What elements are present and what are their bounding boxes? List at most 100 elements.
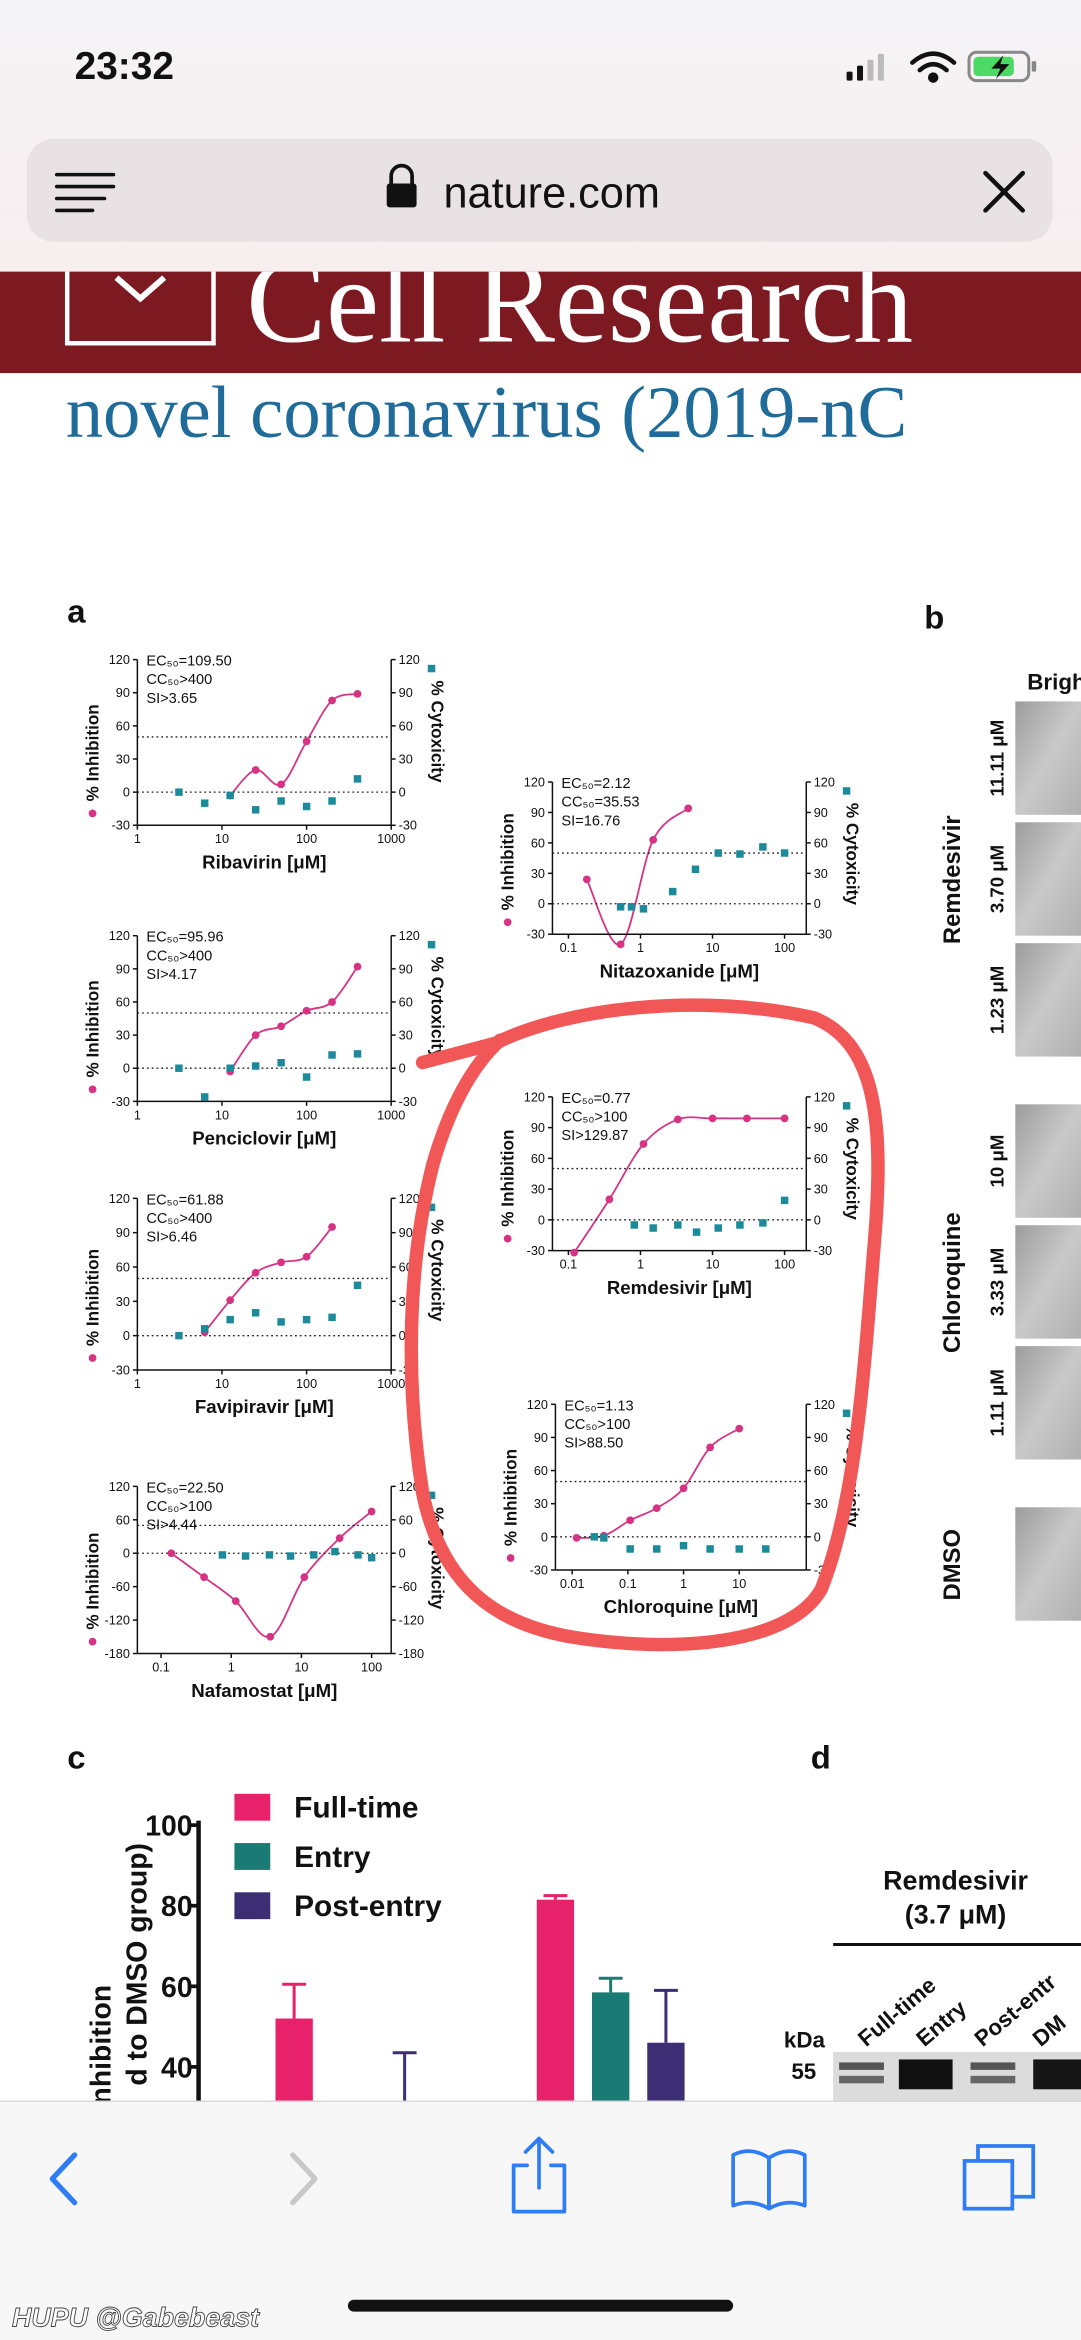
- data-point: [226, 1296, 235, 1305]
- y-axis-label: % Inhibition: [83, 704, 103, 801]
- legend-marker: [427, 1203, 436, 1212]
- legend-swatch: [234, 1843, 271, 1870]
- y2-tick-label: 0: [399, 1547, 406, 1561]
- y2-tick-label: 90: [399, 686, 413, 700]
- panel-label: d: [811, 1738, 831, 1775]
- data-point: [626, 1516, 635, 1525]
- address-bar[interactable]: [26, 138, 1053, 242]
- blot-marker: 55: [791, 2059, 816, 2084]
- share-button[interactable]: [511, 2136, 567, 2214]
- annotation: EC₅₀=61.88: [146, 1192, 223, 1208]
- hand-drawn-circle: [404, 998, 885, 1652]
- y2-tick-label: 30: [399, 1029, 413, 1043]
- data-point: [277, 1058, 285, 1067]
- y-tick-label: 0: [123, 1547, 130, 1561]
- legend-label: Entry: [294, 1841, 371, 1874]
- data-point: [277, 797, 285, 805]
- y-tick-label: 30: [531, 1183, 545, 1197]
- y-tick-label: 60: [116, 1513, 130, 1527]
- annotation: SI>88.50: [564, 1436, 623, 1452]
- data-point: [335, 1534, 344, 1543]
- data-point: [367, 1507, 376, 1516]
- legend-marker: [88, 1637, 97, 1646]
- x-tick-label: 0.1: [560, 941, 578, 955]
- forward-button[interactable]: [290, 2152, 318, 2206]
- column-header: Brigh: [1027, 669, 1081, 694]
- y-tick-label: -30: [112, 819, 130, 833]
- data-point: [679, 1541, 688, 1550]
- data-point: [277, 1318, 285, 1326]
- data-point: [353, 962, 362, 971]
- panel-b: 11.11 μM 3.70 μM 1.23 μM Remdesivir 10 μM 3.3…: [939, 701, 1081, 1621]
- dose-label: 1.23 μM: [986, 966, 1007, 1034]
- y-tick-label: 0: [123, 1062, 130, 1076]
- fit-line: [229, 966, 359, 1073]
- legend-marker: [88, 809, 97, 818]
- y2-tick-label: 0: [399, 1329, 406, 1343]
- x-tick-label: 1: [134, 1108, 141, 1122]
- annotation: EC₅₀=22.50: [146, 1480, 223, 1496]
- data-point: [302, 1252, 311, 1261]
- data-point: [691, 865, 700, 873]
- annotation: SI>6.46: [146, 1230, 197, 1246]
- y-tick-label: 120: [109, 929, 130, 943]
- address-domain[interactable]: nature.com: [443, 169, 659, 217]
- annotation: EC₅₀=1.13: [564, 1398, 633, 1414]
- data-point: [354, 1551, 362, 1559]
- data-point: [310, 1551, 318, 1559]
- panel-label: a: [67, 592, 86, 629]
- x-tick-label: 1: [134, 1377, 141, 1391]
- data-point: [759, 843, 767, 851]
- annotation: CC₅₀>400: [146, 948, 212, 964]
- y2-axis-label: % Cytoxicity: [843, 803, 863, 905]
- back-button[interactable]: [49, 2152, 78, 2206]
- data-point: [736, 1221, 744, 1229]
- data-point: [570, 1248, 579, 1257]
- data-point: [302, 1006, 311, 1015]
- data-point: [714, 849, 722, 857]
- legend-swatch: [234, 1793, 271, 1821]
- data-point: [653, 1545, 661, 1553]
- x-axis-label: Remdesivir [μM]: [607, 1277, 752, 1298]
- x-tick-label: 1: [228, 1660, 235, 1674]
- data-point: [600, 1534, 608, 1542]
- y2-tick-label: 0: [814, 897, 821, 911]
- y2-tick-label: -30: [814, 1244, 832, 1258]
- y-tick-label: 60: [531, 836, 545, 850]
- annotation: EC₅₀=95.96: [146, 930, 223, 946]
- data-point: [674, 1221, 682, 1229]
- annotation: CC₅₀>400: [146, 672, 212, 688]
- x-tick-label: 100: [296, 832, 317, 846]
- y-tick-label: 100: [145, 1811, 192, 1843]
- y2-tick-label: 60: [399, 995, 413, 1009]
- data-point: [328, 998, 336, 1006]
- data-point: [175, 1064, 183, 1072]
- tabs-button[interactable]: [962, 2144, 1036, 2211]
- data-point: [277, 1258, 285, 1267]
- y-tick-label: -180: [105, 1647, 130, 1661]
- blot-image: [833, 2051, 1081, 2102]
- data-point: [735, 1424, 744, 1433]
- dose-label: 11.11 μM: [986, 720, 1007, 797]
- annotation: SI=16.76: [561, 813, 620, 829]
- journal-logo-chevron: [114, 275, 167, 303]
- y-tick-label: 60: [116, 719, 130, 733]
- data-point: [251, 1309, 260, 1317]
- data-point: [649, 1224, 657, 1232]
- menu-icon[interactable]: [54, 172, 116, 213]
- close-icon[interactable]: [983, 170, 1026, 213]
- fit-line: [229, 692, 358, 797]
- error-bar: [282, 1982, 307, 2019]
- data-point: [780, 849, 789, 857]
- y-tick-label: 0: [123, 786, 130, 800]
- x-tick-label: 0.01: [560, 1577, 585, 1591]
- legend-marker: [88, 1085, 97, 1094]
- y-tick-label: 90: [116, 1226, 130, 1240]
- bookmarks-button[interactable]: [731, 2149, 807, 2211]
